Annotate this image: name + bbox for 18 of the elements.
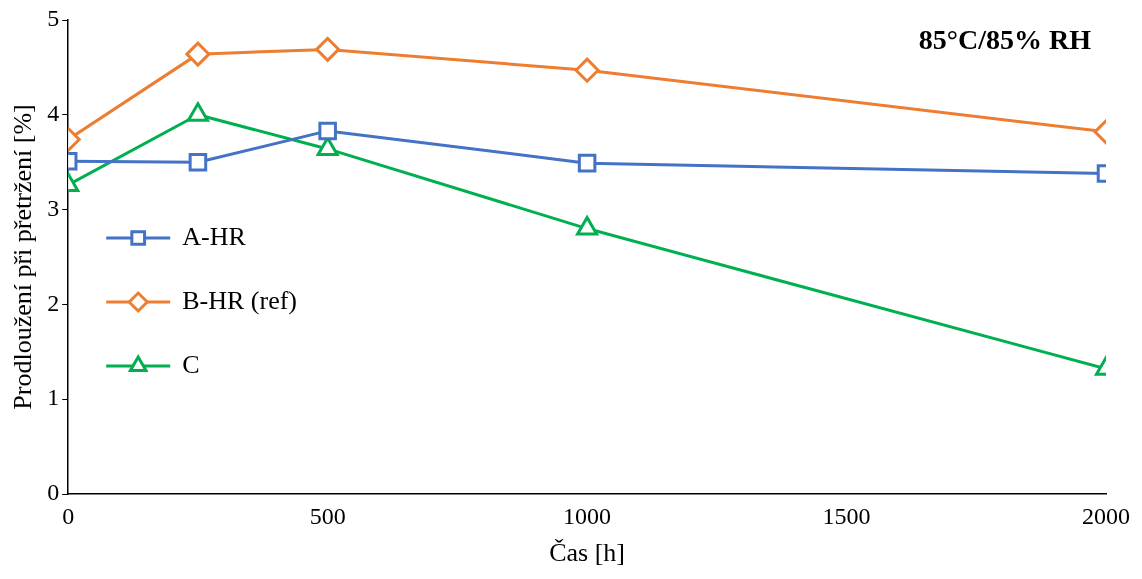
legend-label: B-HR (ref) <box>182 285 297 315</box>
x-tick-label: 2000 <box>1082 502 1130 529</box>
legend-label: C <box>182 349 200 379</box>
point <box>574 57 600 83</box>
legend-label: A-HR <box>182 221 247 251</box>
x-tick-label: 500 <box>309 502 346 529</box>
y-tick-label: 4 <box>47 100 60 127</box>
y-tick-label: 3 <box>47 194 60 221</box>
y-tick-label: 5 <box>47 5 60 32</box>
y-tick-label: 2 <box>47 289 60 316</box>
point <box>577 153 597 173</box>
y-axis-title: Prodloužení při přetržení [%] <box>8 104 38 410</box>
y-tick-label: 1 <box>47 384 60 411</box>
annotation: 85°C/85% RH <box>918 24 1092 56</box>
x-tick-label: 1000 <box>563 502 612 529</box>
y-tick-label: 0 <box>47 479 60 506</box>
x-axis-title: Čas [h] <box>549 538 626 568</box>
x-tick-label: 1500 <box>822 502 871 529</box>
